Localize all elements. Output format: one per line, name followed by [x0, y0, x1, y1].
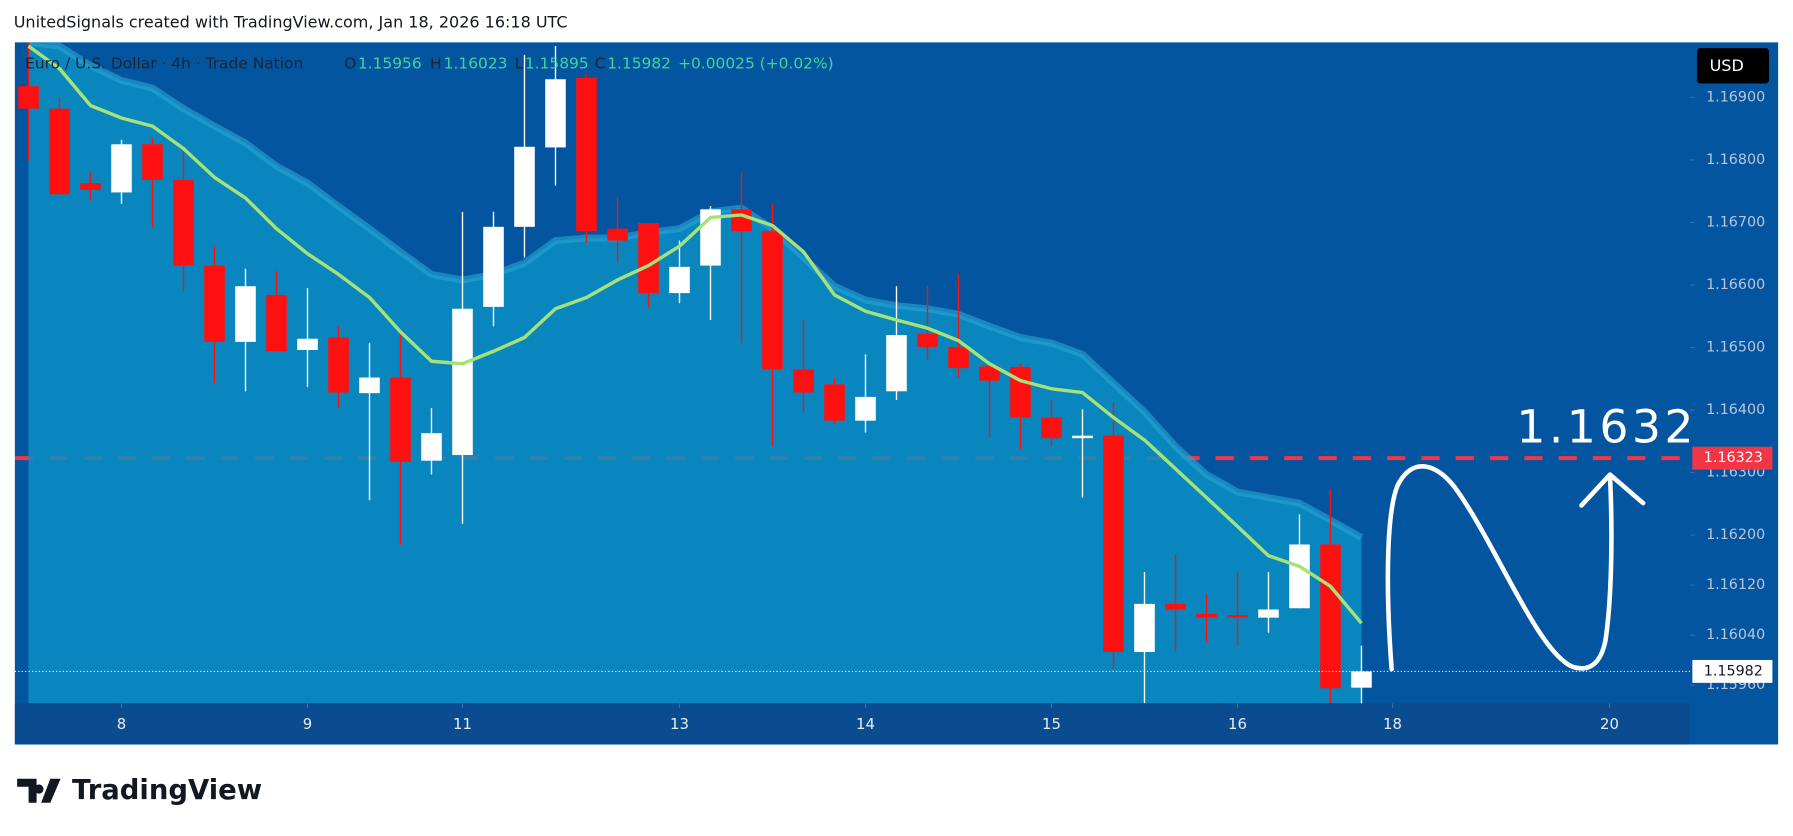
candle-body: [266, 294, 287, 352]
candle-body: [1103, 435, 1124, 653]
y-tick-label: 1.16800: [1706, 152, 1765, 168]
candle-body: [1134, 603, 1155, 653]
ohlc-value: 1.16023: [444, 55, 508, 73]
candle-body: [297, 338, 318, 351]
hand-drawn-arrow: [1385, 464, 1614, 672]
candle-body: [1072, 435, 1093, 439]
x-tick-label: 18: [1383, 715, 1402, 733]
candle-body: [1351, 671, 1372, 688]
candle-body: [390, 377, 411, 462]
candle-body: [359, 377, 380, 394]
y-tick-label: 1.16400: [1706, 402, 1765, 418]
candle-body: [979, 366, 1000, 381]
candle-body: [545, 79, 566, 148]
logo-text: TradingView: [72, 775, 262, 806]
symbol-title: Euro / U.S. Dollar · 4h · Trade Nation: [25, 55, 303, 73]
y-tick-label: 1.16600: [1706, 277, 1765, 293]
y-tick-label: 1.16040: [1706, 627, 1765, 643]
axes: 1.16900 1.16800 1.16700 1.16600 1.16500 1.164…: [117, 89, 1773, 733]
ohlc-label: C: [595, 55, 606, 73]
overlay: Euro / U.S. Dollar · 4h · Trade Nation O…: [25, 48, 1769, 672]
annotation: 1.1632: [1516, 401, 1697, 454]
footer-logo: TradingView: [17, 775, 262, 806]
candle-body: [917, 333, 938, 347]
ohlc-label: L: [515, 55, 524, 73]
currency-label[interactable]: USD: [1710, 56, 1744, 75]
y-tick-label: 1.16500: [1706, 340, 1765, 356]
indicator-band: [28, 42, 1362, 704]
x-tick-label: 11: [453, 715, 472, 733]
candle-body: [18, 86, 39, 109]
x-tick-label: 13: [670, 715, 689, 733]
candle-body: [638, 223, 659, 294]
candle-body: [948, 346, 969, 369]
x-tick-label: 8: [117, 715, 126, 733]
ohlc-value: 1.15895: [525, 55, 589, 73]
candle-body: [80, 183, 101, 190]
candle-body: [1165, 603, 1186, 610]
candle-body: [235, 286, 256, 342]
candle-body: [49, 108, 70, 195]
candle-body: [793, 369, 814, 393]
candle-body: [1041, 417, 1062, 439]
x-tick-label: 14: [856, 715, 875, 733]
candle-body: [1227, 615, 1248, 618]
candle-body: [483, 226, 504, 307]
ohlc-value: 1.15982: [607, 55, 671, 73]
candle-body: [452, 308, 473, 456]
candle-body: [762, 231, 783, 370]
candle-body: [886, 335, 907, 392]
level-price-label: 1.16323: [1704, 450, 1763, 466]
moving-average-line: [27, 44, 1363, 625]
candle-body: [1320, 544, 1341, 689]
candle-body: [328, 337, 349, 393]
time-axis-background: [14, 703, 1691, 745]
candle-body: [731, 209, 752, 232]
logo-icon: [17, 778, 61, 803]
arrow-head: [1579, 472, 1646, 508]
last-price-box: [1692, 659, 1773, 683]
candle-body: [607, 228, 628, 241]
x-tick-label: 20: [1600, 715, 1619, 733]
plot-area: [14, 42, 1691, 704]
change-value: +0.00025 (+0.02%): [678, 55, 834, 73]
candle-body: [204, 265, 225, 342]
x-tick-label: 15: [1042, 715, 1061, 733]
candle-body: [1010, 366, 1031, 418]
currency-box[interactable]: [1696, 48, 1769, 84]
level-price-box: [1692, 446, 1773, 470]
indicator-band-edge: [28, 42, 1364, 541]
candle-body: [142, 144, 163, 180]
candle-body: [421, 433, 442, 461]
y-tick-label: 1.16900: [1706, 89, 1765, 105]
y-tick-label: 1.16120: [1706, 577, 1765, 593]
candle-body: [824, 384, 845, 421]
candle-body: [1258, 609, 1279, 618]
x-tick-label: 16: [1228, 715, 1247, 733]
candle-body: [855, 396, 876, 421]
ohlc-label: O: [344, 55, 356, 73]
ohlc-label: H: [430, 55, 442, 73]
y-tick-label: 1.16700: [1706, 214, 1765, 230]
candle-body: [111, 144, 132, 193]
candle-body: [1289, 544, 1310, 609]
y-tick-label: 1.16200: [1706, 527, 1765, 543]
candle-body: [173, 179, 194, 266]
header-text: UnitedSignals created with TradingView.c…: [14, 12, 568, 31]
candle-body: [514, 146, 535, 227]
last-price-label: 1.15982: [1704, 663, 1763, 679]
x-tick-label: 9: [303, 715, 312, 733]
candle-body: [669, 266, 690, 294]
candle-body: [1196, 613, 1217, 618]
candle-body: [576, 78, 597, 232]
ohlc-value: 1.15956: [358, 55, 422, 73]
